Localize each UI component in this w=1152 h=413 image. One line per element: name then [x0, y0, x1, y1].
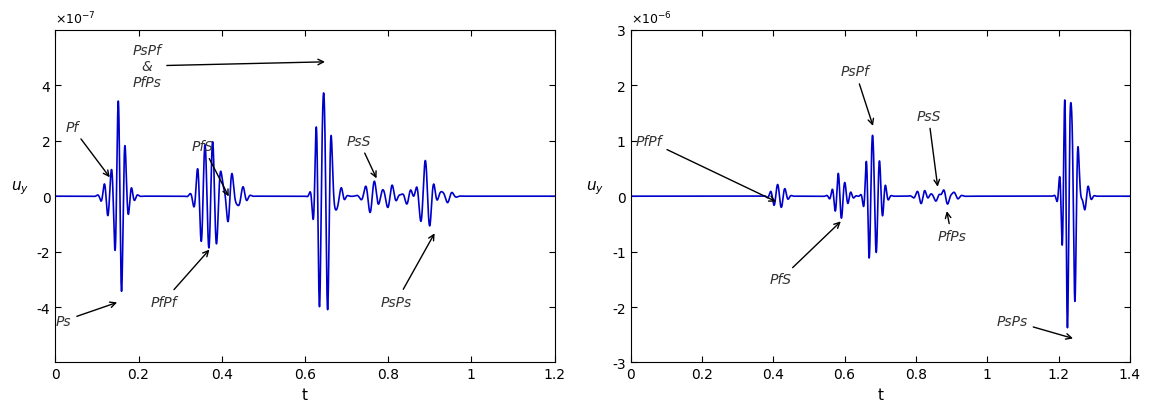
- Text: PfPf: PfPf: [150, 251, 209, 309]
- Text: PsPf: PsPf: [841, 65, 873, 125]
- Text: Ps: Ps: [55, 302, 115, 328]
- Text: PfS: PfS: [192, 140, 228, 196]
- Text: PsS: PsS: [347, 134, 376, 178]
- Y-axis label: $u_y$: $u_y$: [586, 179, 605, 197]
- Text: $\times 10^{-7}$: $\times 10^{-7}$: [55, 11, 96, 28]
- Text: PfPf: PfPf: [635, 134, 775, 202]
- Text: PsPs: PsPs: [996, 314, 1071, 339]
- Text: PsS: PsS: [916, 109, 940, 186]
- Text: Pf: Pf: [66, 121, 108, 177]
- Text: PfS: PfS: [770, 223, 840, 287]
- Text: PfPs: PfPs: [938, 213, 967, 244]
- X-axis label: t: t: [302, 387, 308, 402]
- Y-axis label: $u_y$: $u_y$: [12, 179, 29, 197]
- Text: $\times 10^{-6}$: $\times 10^{-6}$: [630, 11, 672, 28]
- Text: PsPs: PsPs: [381, 235, 434, 309]
- X-axis label: t: t: [878, 387, 884, 402]
- Text: PsPf
&
PfPs: PsPf & PfPs: [132, 44, 324, 90]
